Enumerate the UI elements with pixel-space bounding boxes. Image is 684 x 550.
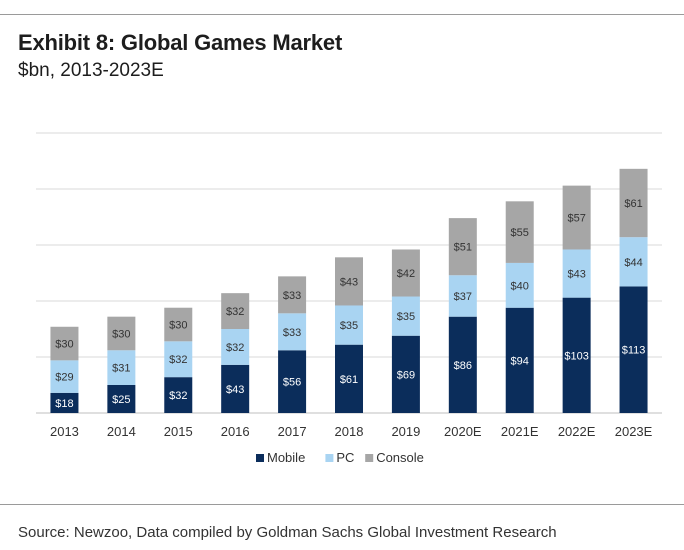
x-tick-label: 2020E [444,424,482,439]
data-label-console-2015: $30 [169,320,187,332]
data-label-console-2019: $42 [397,268,415,280]
data-label-console-2017: $33 [283,290,301,302]
bar-mobile-2023E [619,286,648,413]
data-label-console-2018: $43 [340,276,358,288]
bar-pc-2021E [505,262,534,308]
x-tick-label: 2022E [558,424,596,439]
bar-console-2015 [164,307,193,342]
data-label-pc-2019: $35 [397,311,415,323]
bar-console-2017 [278,276,307,314]
bar-pc-2019 [391,296,420,336]
bar-mobile-2016 [221,364,250,413]
bar-mobile-2013 [50,392,79,413]
bar-pc-2023E [619,237,648,287]
data-label-mobile-2013: $18 [55,398,73,410]
data-label-mobile-2014: $25 [112,394,130,406]
chart-subtitle: $bn, 2013-2023E [18,60,164,81]
legend-label-pc: PC [336,450,354,465]
data-label-mobile-2017: $56 [283,377,301,389]
data-label-mobile-2015: $32 [169,390,187,402]
bar-pc-2022E [562,249,591,298]
data-label-pc-2018: $35 [340,320,358,332]
data-label-pc-2021E: $40 [511,280,529,292]
data-label-pc-2015: $32 [169,354,187,366]
data-label-console-2016: $32 [226,306,244,318]
legend-label-mobile: Mobile [267,450,305,465]
bar-console-2021E [505,201,534,263]
bar-console-2020E [448,218,477,276]
legend-swatch-console [365,454,374,462]
data-label-pc-2023E: $44 [624,257,642,269]
legend: Mobile PC Console [256,450,424,465]
data-label-console-2021E: $55 [511,227,529,239]
data-label-mobile-2023E: $113 [622,345,646,357]
bar-pc-2017 [278,313,307,351]
data-label-console-2023E: $61 [624,198,642,210]
bar-mobile-2014 [107,385,136,413]
top-rule [0,14,684,15]
bar-pc-2018 [335,305,363,345]
x-tick-label: 2021E [501,424,539,439]
bars: $18 $29 $30 $25 $31 $30 $32 $32 $30 $43 $32 $32 $56 $… [50,168,648,413]
x-axis-ticks: 2013 2014 2015 2016 2017 2018 2019 2020E 2021E 20… [50,424,653,439]
legend-label-console: Console [376,450,424,465]
bar-mobile-2021E [505,307,534,413]
bar-console-2018 [335,257,363,306]
chart-area: $18 $29 $30 $25 $31 $30 $32 $32 $30 $43 $32 $32 $56 $… [36,132,662,465]
bar-pc-2015 [164,341,193,378]
bar-mobile-2020E [448,316,477,413]
data-label-mobile-2021E: $94 [511,355,529,367]
data-label-pc-2013: $29 [55,372,73,384]
bar-console-2022E [562,185,591,250]
legend-swatch-pc [325,454,334,462]
data-label-mobile-2020E: $86 [454,360,472,372]
source-note: Source: Newzoo, Data compiled by Goldman… [18,524,557,541]
bar-mobile-2022E [562,297,591,413]
bar-pc-2013 [50,360,79,393]
x-tick-label: 2014 [107,424,136,439]
data-label-console-2014: $30 [112,328,130,340]
data-label-mobile-2018: $61 [340,374,358,386]
data-label-mobile-2019: $69 [397,369,415,381]
bar-console-2013 [50,326,79,361]
bar-mobile-2018 [335,344,363,413]
data-label-console-2013: $30 [55,339,73,351]
bottom-rule [0,504,684,505]
x-tick-label: 2018 [335,424,364,439]
data-label-pc-2014: $31 [112,363,130,375]
data-label-mobile-2022E: $103 [564,350,588,362]
x-tick-label: 2019 [391,424,420,439]
x-tick-label: 2013 [50,424,79,439]
bar-pc-2016 [221,329,250,365]
bar-console-2014 [107,316,136,351]
data-label-console-2020E: $51 [454,242,472,254]
bar-mobile-2015 [164,377,193,413]
x-tick-label: 2015 [164,424,193,439]
data-label-pc-2017: $33 [283,327,301,339]
x-tick-label: 2016 [221,424,250,439]
data-label-pc-2020E: $37 [454,291,472,303]
bar-console-2019 [391,249,420,297]
bar-pc-2020E [448,275,477,317]
bar-pc-2014 [107,350,136,385]
data-label-pc-2022E: $43 [567,269,585,281]
chart-title: Exhibit 8: Global Games Market [18,30,343,55]
data-label-mobile-2016: $43 [226,384,244,396]
data-label-pc-2016: $32 [226,342,244,354]
bar-console-2023E [619,168,648,238]
bar-mobile-2019 [391,335,420,413]
data-label-console-2022E: $57 [567,213,585,225]
x-tick-label: 2023E [615,424,653,439]
x-tick-label: 2017 [278,424,307,439]
bar-mobile-2017 [278,350,307,413]
bar-console-2016 [221,293,250,329]
legend-swatch-mobile [256,454,264,462]
